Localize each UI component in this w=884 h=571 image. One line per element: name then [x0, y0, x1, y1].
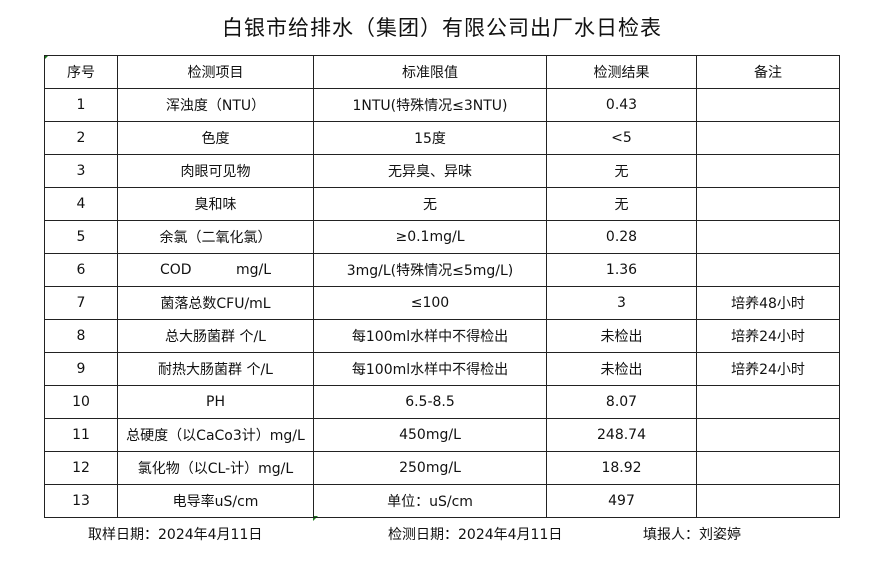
cell-item: PH — [117, 385, 314, 419]
table-row: 2 色度 15度 <5 — [44, 121, 840, 155]
table-row: 8 总大肠菌群 个/L 每100ml水样中不得检出 未检出 培养24小时 — [44, 319, 840, 353]
table-row: 5 余氯（二氧化氯） ≥0.1mg/L 0.28 — [44, 220, 840, 254]
cell-index: 2 — [44, 121, 118, 155]
inspection-table: 序号 检测项目 标准限值 检测结果 备注 1 浑浊度（NTU） 1NTU(特殊情况≤… — [44, 55, 840, 518]
cell-index: 4 — [44, 187, 118, 221]
cell-remark — [696, 418, 840, 452]
cell-result: 0.28 — [546, 220, 697, 254]
cell-limit: ≥0.1mg/L — [313, 220, 547, 254]
cell-limit: 每100ml水样中不得检出 — [313, 352, 547, 386]
cell-remark — [696, 253, 840, 287]
table-row: 3 肉眼可见物 无异臭、异味无 — [44, 154, 840, 188]
table-row: 9 耐热大肠菌群 个/L 每100ml水样中不得检出 未检出 培养24小时 — [44, 352, 840, 386]
table-row: 6 COD mg/L 3mg/L(特殊情况≤5mg/L) 1.36 — [44, 253, 840, 287]
cell-index: 12 — [44, 451, 118, 485]
cell-result: 无 — [546, 154, 697, 188]
cell-item: 电导率uS/cm — [117, 484, 314, 518]
cell-remark — [696, 187, 840, 221]
header-item: 检测项目 — [117, 55, 314, 89]
cell-remark — [696, 220, 840, 254]
cell-index: 6 — [44, 253, 118, 287]
header-index: 序号 — [44, 55, 118, 89]
cell-result: 无 — [546, 187, 697, 221]
cell-item: 浑浊度（NTU） — [117, 88, 314, 122]
cell-remark: 培养24小时 — [696, 352, 840, 386]
cell-result: 0.43 — [546, 88, 697, 122]
cell-result: 未检出 — [546, 319, 697, 353]
cell-limit: 250mg/L — [313, 451, 547, 485]
cell-result: 未检出 — [546, 352, 697, 386]
table-row: 1 浑浊度（NTU） 1NTU(特殊情况≤3NTU) 0.43 — [44, 88, 840, 122]
cell-remark: 培养24小时 — [696, 319, 840, 353]
test-date: 检测日期：2024年4月11日 — [388, 527, 563, 543]
sampling-date: 取样日期：2024年4月11日 — [88, 527, 263, 543]
cell-index: 11 — [44, 418, 118, 452]
cell-remark — [696, 88, 840, 122]
cell-index: 10 — [44, 385, 118, 419]
cell-index: 9 — [44, 352, 118, 386]
cell-limit: ≤100 — [313, 286, 547, 320]
header-limit: 标准限值 — [313, 55, 547, 89]
page-title: 白银市给排水（集团）有限公司出厂水日检表 — [222, 16, 662, 40]
table-row: 7 菌落总数CFU/mL ≤100 3 培养48小时 — [44, 286, 840, 320]
cell-limit: 无异臭、异味 — [313, 154, 547, 188]
cell-remark: 培养48小时 — [696, 286, 840, 320]
cell-result: 3 — [546, 286, 697, 320]
cell-index: 1 — [44, 88, 118, 122]
header-result: 检测结果 — [546, 55, 697, 89]
cell-item: COD mg/L — [117, 253, 314, 287]
cell-limit: 无 — [313, 187, 547, 221]
header-remark: 备注 — [696, 55, 840, 89]
cell-result: 1.36 — [546, 253, 697, 287]
table-row: 12 氯化物（以CL-计）mg/L 250mg/L 18.92 — [44, 451, 840, 485]
table-header-row: 序号 检测项目 标准限值 检测结果 备注 — [44, 55, 840, 89]
cell-limit: 450mg/L — [313, 418, 547, 452]
cell-marker — [313, 516, 318, 521]
table-row: 11 总硬度（以CaCo3计）mg/L 450mg/L 248.74 — [44, 418, 840, 452]
cell-item: 菌落总数CFU/mL — [117, 286, 314, 320]
cell-result: <5 — [546, 121, 697, 155]
cell-remark — [696, 385, 840, 419]
cell-item: 总硬度（以CaCo3计）mg/L — [117, 418, 314, 452]
cell-item: 余氯（二氧化氯） — [117, 220, 314, 254]
cell-limit: 15度 — [313, 121, 547, 155]
cell-item: 总大肠菌群 个/L — [117, 319, 314, 353]
cell-index: 5 — [44, 220, 118, 254]
cell-limit: 6.5-8.5 — [313, 385, 547, 419]
cell-remark — [696, 484, 840, 518]
cell-remark — [696, 121, 840, 155]
cell-remark — [696, 154, 840, 188]
cell-item: 肉眼可见物 — [117, 154, 314, 188]
cell-limit: 单位：uS/cm — [313, 484, 547, 518]
cell-result: 248.74 — [546, 418, 697, 452]
cell-item: 臭和味 — [117, 187, 314, 221]
table-row: 10 PH 6.5-8.5 8.07 — [44, 385, 840, 419]
cell-index: 8 — [44, 319, 118, 353]
cell-index: 3 — [44, 154, 118, 188]
cell-index: 7 — [44, 286, 118, 320]
cell-result: 8.07 — [546, 385, 697, 419]
cell-limit: 1NTU(特殊情况≤3NTU) — [313, 88, 547, 122]
cell-item: 色度 — [117, 121, 314, 155]
cell-item: 氯化物（以CL-计）mg/L — [117, 451, 314, 485]
cell-remark — [696, 451, 840, 485]
table-row: 4 臭和味无无 — [44, 187, 840, 221]
cell-index: 13 — [44, 484, 118, 518]
cell-item: 耐热大肠菌群 个/L — [117, 352, 314, 386]
cell-limit: 3mg/L(特殊情况≤5mg/L) — [313, 253, 547, 287]
reporter: 填报人：刘姿婷 — [643, 527, 741, 543]
cell-limit: 每100ml水样中不得检出 — [313, 319, 547, 353]
cell-result: 497 — [546, 484, 697, 518]
table-row: 13 电导率uS/cm 单位：uS/cm 497 — [44, 484, 840, 518]
cell-result: 18.92 — [546, 451, 697, 485]
